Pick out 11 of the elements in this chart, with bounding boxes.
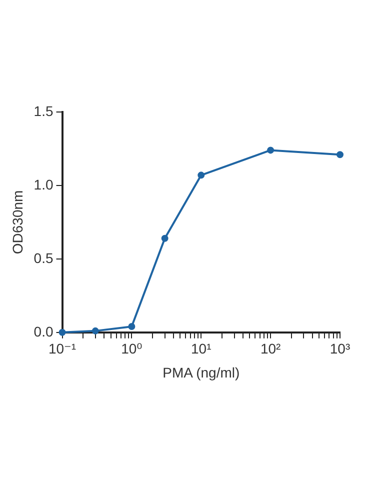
x-tick-label: 10² [260,340,282,357]
y-tick-label: 1.0 [34,176,54,192]
x-tick-label: 10³ [330,340,350,357]
y-tick-label: 0.5 [34,250,54,266]
y-tick-label: 0.0 [34,323,54,340]
x-tick-label: 10¹ [191,340,212,357]
x-tick-label: 10⁰ [121,340,143,357]
x-tick-label: 10⁻¹ [48,340,76,357]
y-tick-label: 1.5 [34,102,54,119]
x-axis-title: PMA (ng/ml) [162,364,240,380]
y-axis-title: OD630nm [9,190,26,254]
